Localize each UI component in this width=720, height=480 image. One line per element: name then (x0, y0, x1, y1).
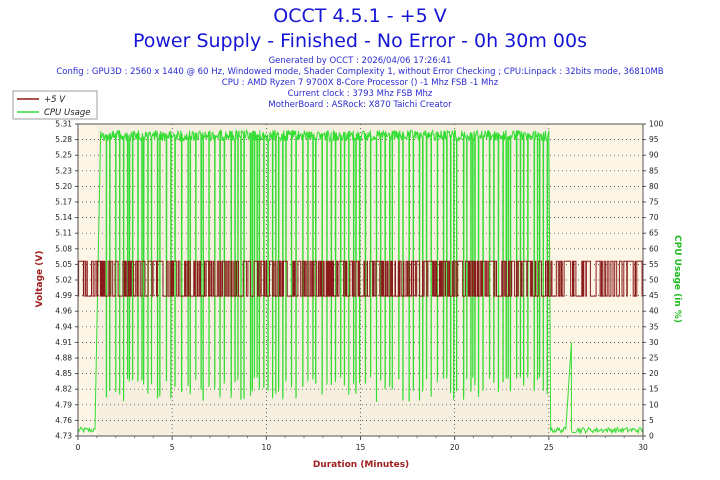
y2-axis-label: CPU Usage (in %) (672, 235, 682, 323)
cpu-info: CPU : AMD Ryzen 7 9700X 8-Core Processor… (221, 78, 499, 88)
y2-tick-label: 80 (649, 182, 659, 191)
y-tick-label: 5.20 (55, 182, 72, 191)
chart-title: OCCT 4.5.1 - +5 V (273, 5, 447, 27)
y2-tick-label: 85 (649, 166, 659, 175)
x-tick-label: 30 (638, 443, 648, 452)
y-tick-label: 5.08 (55, 244, 72, 253)
x-tick-label: 20 (450, 443, 460, 452)
y2-tick-label: 5 (649, 416, 654, 425)
cpu-usage-line (77, 128, 644, 435)
y2-tick-label: 60 (649, 244, 659, 253)
y-tick-label: 4.85 (55, 369, 72, 378)
y-axis-label: Voltage (V) (35, 251, 45, 308)
y2-tick-label: 95 (649, 135, 659, 144)
axes: 0 5 10 15 20 25 30 4.73 4.76 4.79 4.82 4.85 4.88 4.91… (55, 120, 663, 453)
y2-tick-label: 40 (649, 307, 659, 316)
y2-tick-label: 0 (649, 432, 654, 441)
y-tick-label: 5.23 (55, 166, 72, 175)
legend-box (12, 90, 98, 120)
y-tick-label: 5.28 (55, 135, 72, 144)
y-tick-label: 4.99 (55, 291, 72, 300)
y2-tick-label: 45 (649, 291, 659, 300)
y-tick-label: 4.88 (55, 354, 72, 363)
y2-tick-label: 90 (649, 151, 659, 160)
series-5v (78, 260, 644, 297)
x-tick-label: 5 (170, 443, 175, 452)
y2-tick-label: 20 (649, 369, 659, 378)
y-tick-label: 4.82 (55, 385, 72, 394)
y-tick-label: 5.14 (55, 213, 72, 222)
series-cpu-usage (77, 128, 644, 435)
y2-tick-label: 15 (649, 385, 659, 394)
y-tick-label: 4.73 (55, 432, 72, 441)
voltage-line (78, 260, 644, 297)
y-tick-label: 5.02 (55, 276, 72, 285)
generated-info: Generated by OCCT : 2026/04/06 17:26:41 (268, 56, 452, 66)
y2-tick-label: 65 (649, 229, 659, 238)
y-tick-label: 4.94 (55, 322, 72, 331)
y-tick-label: 4.76 (55, 416, 72, 425)
y2-tick-label: 30 (649, 338, 659, 347)
y2-tick-label: 75 (649, 198, 659, 207)
config-info: Config : GPU3D : 2560 x 1440 @ 60 Hz, Wi… (56, 67, 664, 77)
y-tick-label: 5.17 (55, 198, 72, 207)
x-tick-label: 25 (544, 443, 554, 452)
y-tick-label: 4.91 (55, 338, 72, 347)
y-tick-label: 5.11 (55, 229, 72, 238)
y-tick-label: 4.79 (55, 400, 72, 409)
y-tick-label: 5.31 (55, 120, 72, 129)
y2-tick-label: 55 (649, 260, 659, 269)
clock-info: Current clock : 3793 Mhz FSB Mhz (287, 89, 433, 99)
y-tick-label: 5.05 (55, 260, 72, 269)
y2-tick-label: 10 (649, 400, 659, 409)
x-tick-label: 0 (76, 443, 81, 452)
legend-5v-label: +5 V (44, 95, 66, 105)
y2-tick-label: 25 (649, 354, 659, 363)
chart-subtitle: Power Supply - Finished - No Error - 0h … (132, 30, 588, 52)
y-tick-label: 5.25 (55, 151, 72, 160)
x-tick-label: 15 (356, 443, 366, 452)
x-axis-label: Duration (Minutes) (313, 460, 409, 470)
y2-tick-label: 50 (649, 276, 659, 285)
motherboard-info: MotherBoard : ASRock: X870 Taichi Creato… (268, 100, 452, 110)
legend-cpu-usage-label: CPU Usage (44, 108, 90, 118)
legend: +5 V CPU Usage (12, 90, 98, 120)
y-tick-label: 4.96 (55, 307, 72, 316)
y2-tick-label: 100 (649, 120, 664, 129)
y2-tick-label: 35 (649, 322, 659, 331)
y2-tick-label: 70 (649, 213, 659, 222)
x-tick-label: 10 (262, 443, 272, 452)
